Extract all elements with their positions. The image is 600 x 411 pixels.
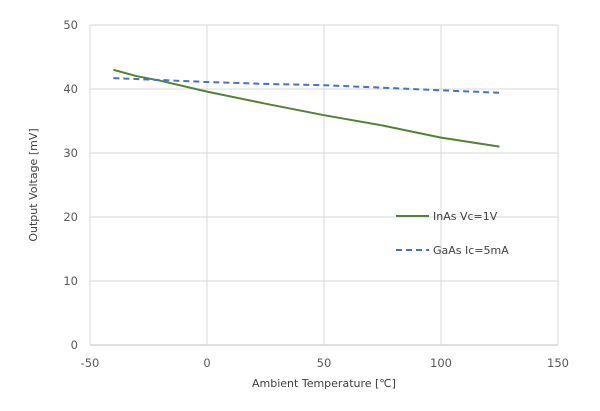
x-tick-label: 150 [547,356,569,370]
x-axis-title: Ambient Temperature [℃] [252,377,396,390]
x-tick-label: 50 [317,356,332,370]
series-line-gaas [113,77,500,94]
y-tick-label: 10 [63,274,78,288]
series-lines [113,68,500,148]
y-tick-label: 20 [63,210,78,224]
legend-label: GaAs Ic=5mA [433,244,509,257]
legend: InAs Vc=1V GaAs Ic=5mA [396,210,509,257]
y-tick-label: 30 [63,146,78,160]
y-tick-labels: 0 10 20 30 40 50 [63,18,78,352]
y-axis-title: Output Voltage [mV] [27,128,40,241]
x-tick-label: 100 [430,356,452,370]
y-tick-label: 40 [63,82,78,96]
x-tick-label: 0 [203,356,210,370]
y-tick-label: 50 [63,18,78,32]
legend-label: InAs Vc=1V [433,210,498,223]
x-tick-labels: -50 0 50 100 150 [81,356,569,370]
x-tick-label: -50 [81,356,100,370]
series-line-inas [113,68,500,148]
grid [89,24,559,346]
y-tick-label: 0 [71,338,78,352]
